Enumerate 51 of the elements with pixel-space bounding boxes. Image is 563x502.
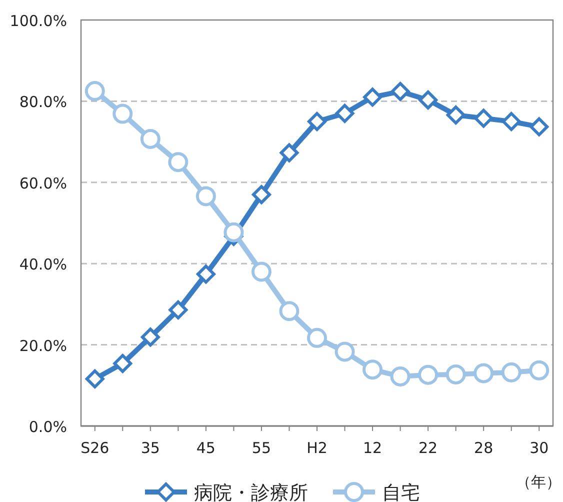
- x-tick-label: 45: [196, 439, 216, 457]
- legend-label: 病院・診療所: [194, 482, 308, 502]
- point: [113, 354, 132, 373]
- point: [335, 104, 354, 123]
- x-tick-label: 55: [252, 439, 272, 457]
- point: [334, 342, 355, 362]
- point: [362, 360, 383, 380]
- y-tick-label: 0.0%: [28, 418, 67, 436]
- point: [363, 88, 382, 107]
- y-tick-label: 100.0%: [10, 12, 67, 30]
- x-tick-label: 12: [362, 439, 382, 457]
- point: [168, 152, 188, 172]
- point: [474, 363, 494, 384]
- point: [196, 264, 216, 284]
- point: [140, 328, 160, 347]
- point: [530, 117, 549, 136]
- point: [140, 128, 160, 149]
- point: [529, 360, 550, 380]
- point: [418, 90, 438, 110]
- point: [112, 104, 133, 124]
- x-tick-label: 28: [474, 439, 494, 457]
- point: [85, 369, 104, 388]
- point: [252, 185, 271, 204]
- point: [390, 82, 410, 101]
- point: [474, 108, 494, 128]
- legend-label: 自宅: [382, 482, 420, 502]
- y-tick-label: 60.0%: [19, 174, 67, 192]
- x-tick-label: H2: [306, 439, 328, 457]
- point: [196, 186, 216, 206]
- point: [446, 364, 466, 384]
- x-tick-label: 30: [530, 439, 549, 457]
- point: [308, 112, 326, 131]
- point: [390, 366, 410, 386]
- point: [84, 81, 105, 102]
- point: [279, 301, 300, 322]
- point: [168, 300, 188, 320]
- x-tick-label: 35: [140, 439, 160, 457]
- point: [224, 222, 244, 242]
- x-tick-label: 22: [418, 439, 438, 457]
- point: [501, 362, 522, 382]
- point: [418, 364, 438, 385]
- point: [251, 262, 272, 282]
- point: [502, 112, 521, 131]
- point: [280, 143, 299, 162]
- text: （年）: [516, 473, 561, 491]
- point: [307, 328, 327, 348]
- y-tick-label: 80.0%: [19, 93, 67, 112]
- y-tick-label: 20.0%: [19, 336, 67, 355]
- point: [446, 106, 466, 125]
- y-tick-label: 40.0%: [19, 256, 67, 274]
- x-tick-label: S26: [80, 439, 110, 457]
